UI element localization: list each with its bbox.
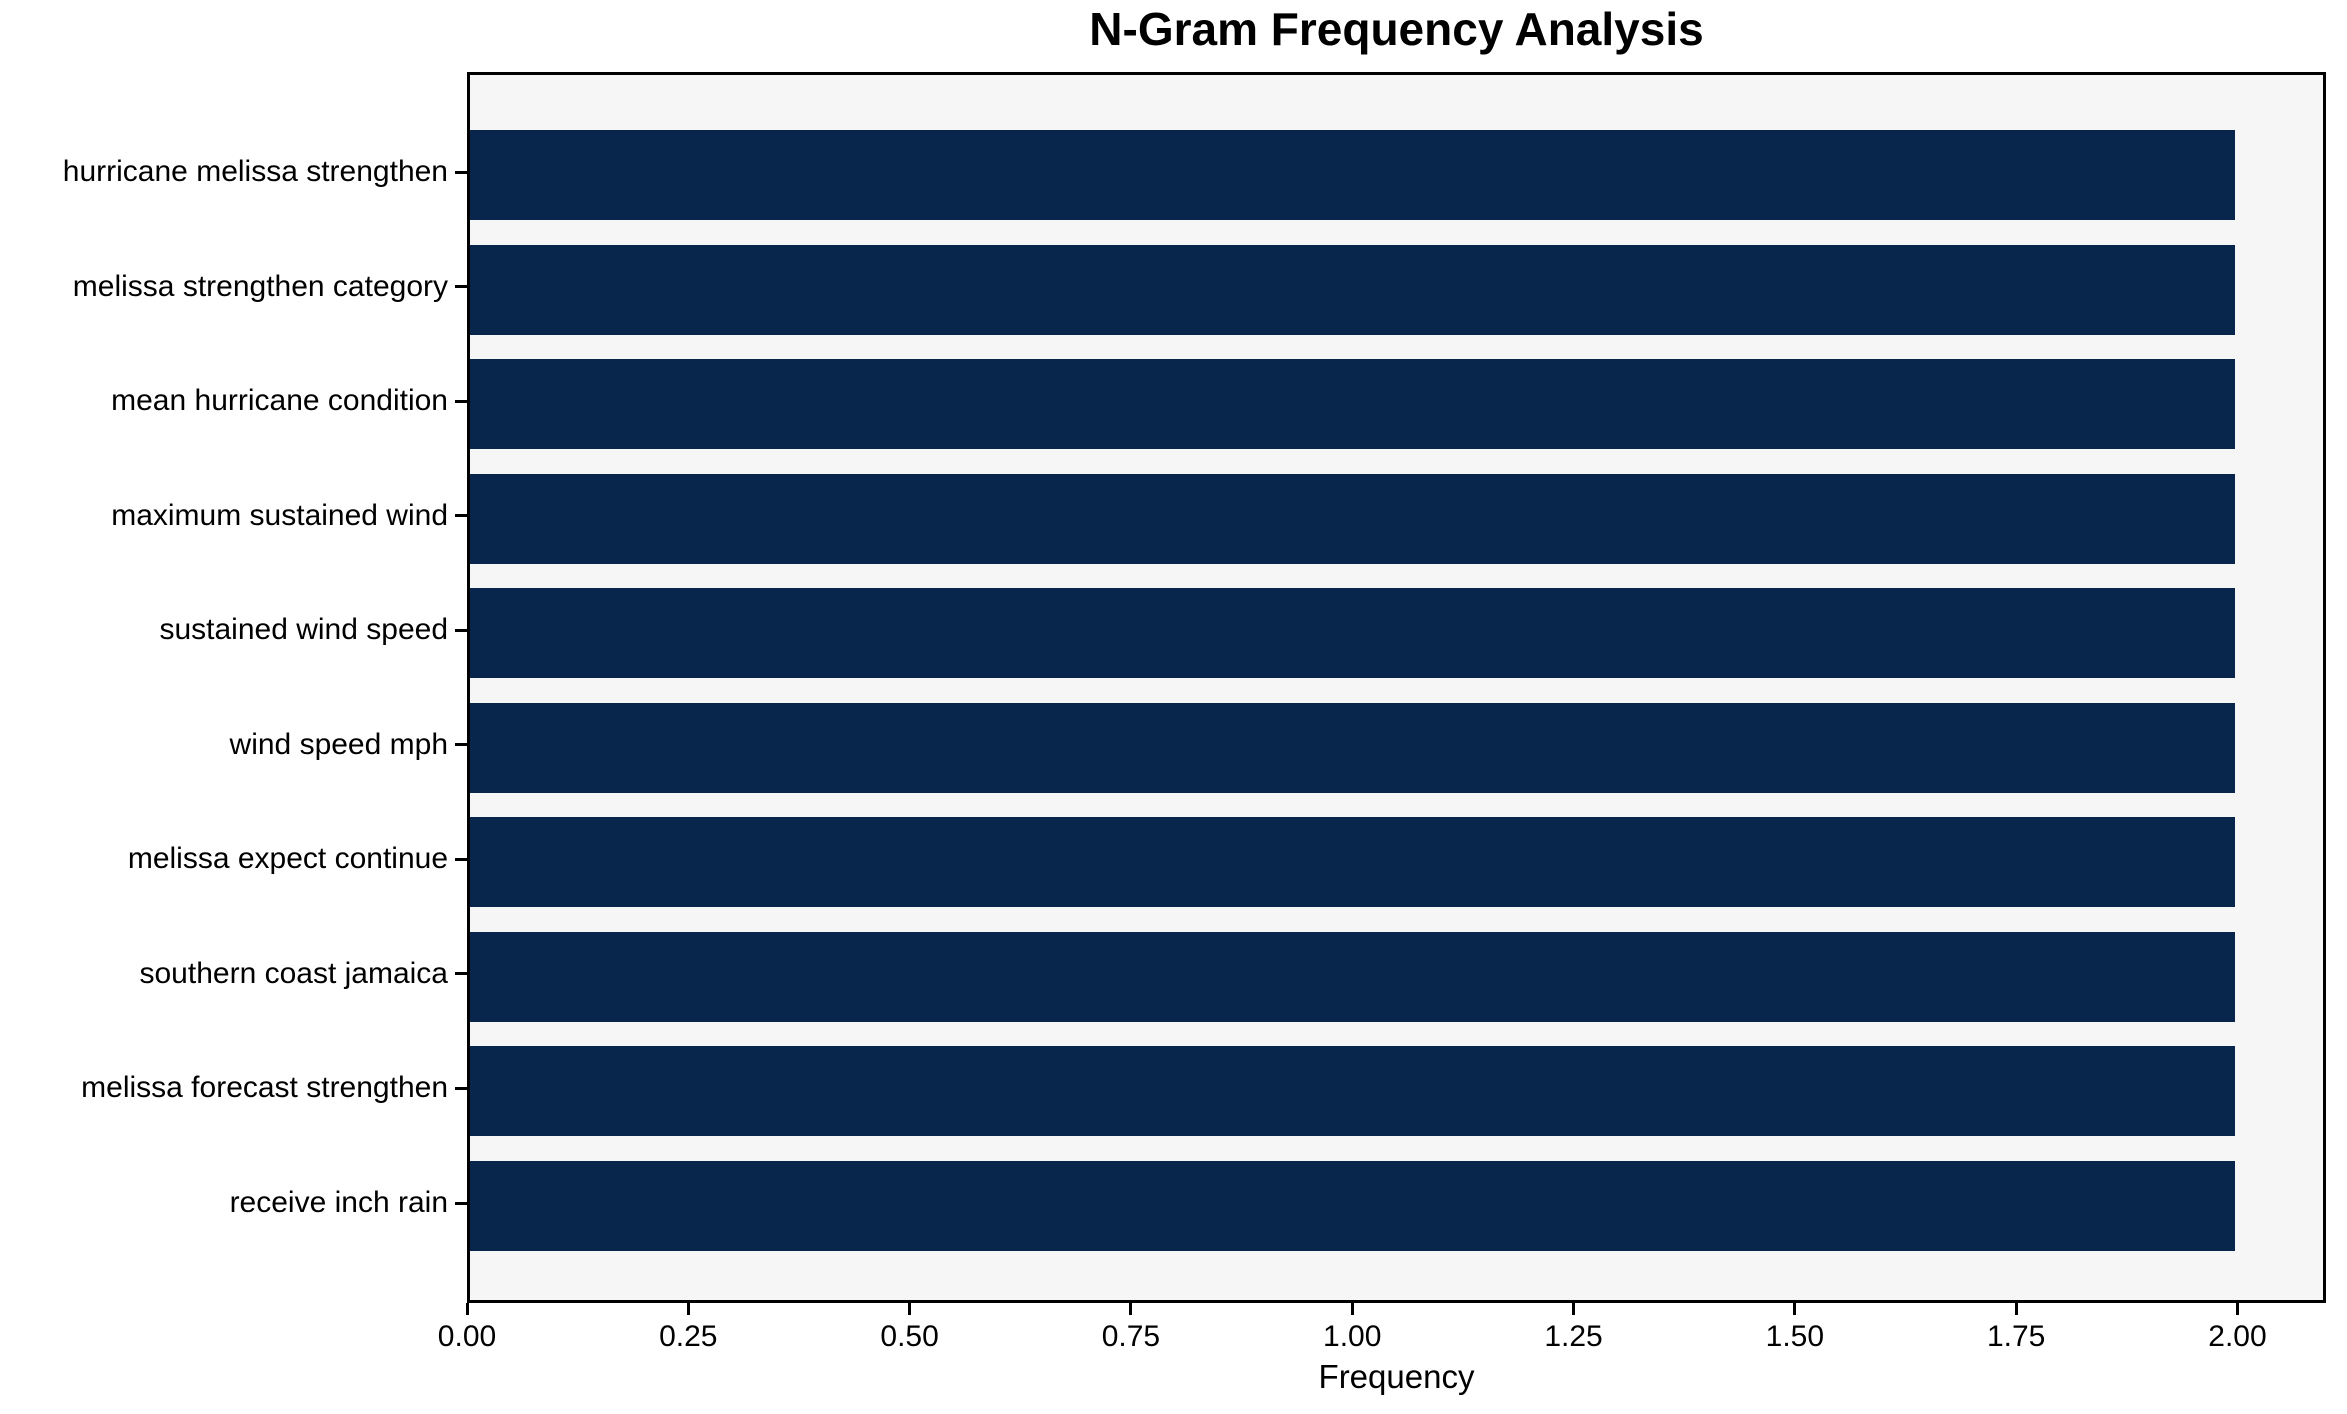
x-tick-label: 0.75 [1101,1320,1161,1353]
y-tick-mark [455,170,467,174]
x-tick-mark [1129,1303,1133,1315]
y-tick-label: sustained wind speed [159,613,448,647]
y-tick-label: hurricane melissa strengthen [62,155,448,188]
y-tick-mark [455,857,467,861]
x-tick-mark [2235,1303,2239,1315]
x-tick-label: 1.25 [1544,1320,1603,1353]
bar [470,1161,2235,1251]
bar [470,702,2235,793]
x-tick-mark [686,1303,690,1315]
x-tick-label: 1.75 [1986,1320,2046,1353]
x-tick-mark [1350,1303,1354,1315]
y-tick-label: southern coast jamaica [139,956,449,990]
x-tick-mark [1572,1303,1576,1315]
y-tick-mark [455,743,467,747]
bar [470,130,2235,220]
bar [470,1046,2235,1137]
y-tick-mark [455,972,467,976]
x-tick-label: 1.50 [1765,1320,1825,1353]
x-tick-label: 0.50 [880,1320,939,1353]
x-tick-label: 1.00 [1323,1320,1382,1353]
y-tick-label: melissa forecast strengthen [81,1071,448,1105]
bar [470,588,2235,679]
y-tick-label: wind speed mph [229,727,448,761]
chart-title: N-Gram Frequency Analysis [1089,3,1704,55]
y-tick-mark [455,399,467,403]
y-tick-label: melissa strengthen category [72,269,448,303]
x-tick-label: 0.25 [659,1320,718,1353]
bar [470,359,2235,450]
y-tick-label: mean hurricane condition [111,384,448,418]
y-tick-label: receive inch rain [229,1186,448,1219]
y-tick-mark [455,514,467,518]
x-tick-mark [1793,1303,1797,1315]
bar [470,473,2235,564]
y-tick-mark [455,1201,467,1205]
x-axis-label: Frequency [1318,1358,1475,1395]
y-tick-label: melissa expect continue [127,842,448,876]
bar [470,817,2235,908]
plot-area [467,72,2326,1303]
x-tick-mark [465,1303,469,1315]
y-tick-label: maximum sustained wind [111,498,448,532]
y-tick-mark [455,285,467,289]
x-tick-label: 2.00 [2208,1320,2267,1353]
x-tick-label: 0.00 [437,1320,497,1353]
bar [470,931,2235,1022]
y-tick-mark [455,628,467,632]
y-axis: hurricane melissa strengthen melissa stre… [0,72,448,1303]
x-tick-mark [2014,1303,2018,1315]
bar [470,244,2235,335]
y-tick-mark [455,1086,467,1090]
x-tick-mark [908,1303,912,1315]
